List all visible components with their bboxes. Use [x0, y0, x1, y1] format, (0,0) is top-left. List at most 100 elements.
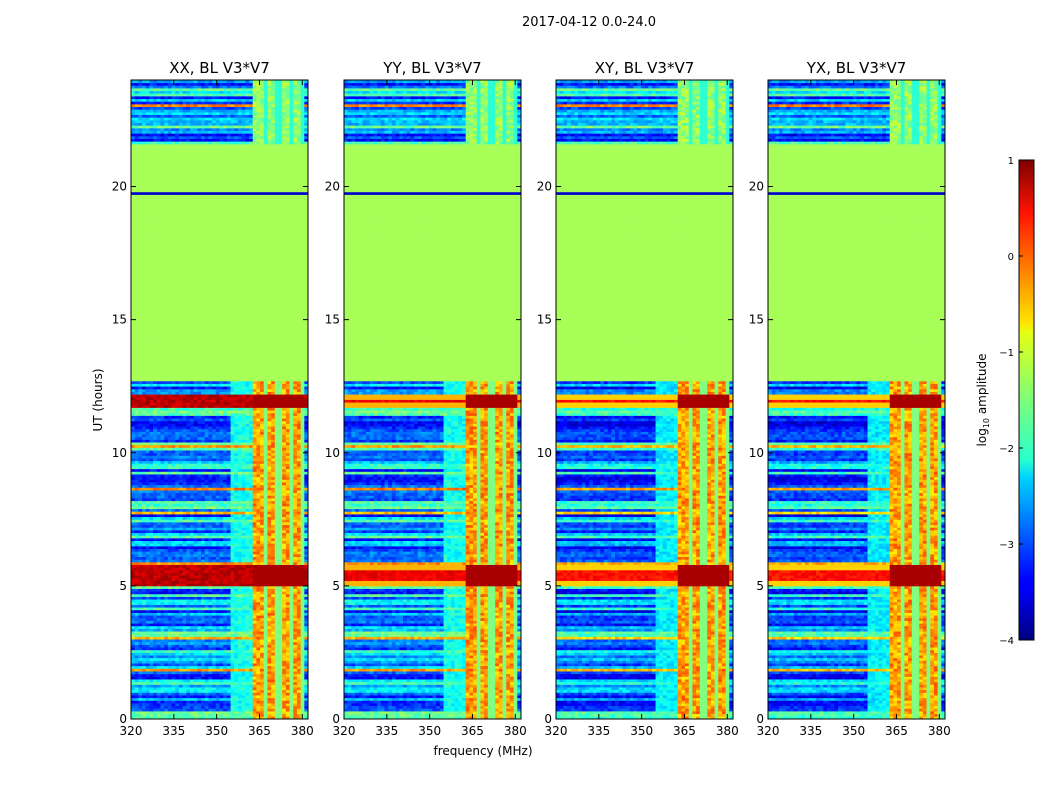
heatmap-cell [204, 695, 209, 699]
heatmap-cell [296, 647, 302, 651]
heatmap-cell [274, 492, 279, 496]
heatmap-cell [282, 705, 287, 709]
heatmap-cell [245, 644, 250, 648]
heatmap-cell [142, 548, 147, 552]
heatmap-cell [149, 567, 154, 571]
heatmap-cell [164, 519, 169, 523]
heatmap-cell [282, 591, 287, 595]
heatmap-cell [241, 663, 246, 667]
heatmap-cell [278, 583, 283, 587]
heatmap-cell [223, 644, 228, 648]
heatmap-cell [171, 615, 176, 619]
heatmap-cell [134, 695, 139, 699]
heatmap-cell [193, 684, 198, 688]
heatmap-cell [226, 500, 231, 504]
heatmap-cell [178, 490, 184, 494]
heatmap-cell [226, 625, 231, 629]
heatmap-cell [249, 711, 254, 715]
heatmap-cell [260, 527, 265, 531]
heatmap-cell [201, 665, 206, 669]
heatmap-cell [197, 681, 202, 685]
heatmap-cell [145, 495, 150, 499]
heatmap-cell [193, 447, 198, 451]
heatmap-cell [138, 455, 143, 459]
heatmap-cell [274, 665, 279, 669]
heatmap-cell [241, 487, 246, 491]
heatmap-cell [178, 679, 184, 683]
heatmap-cell [156, 498, 161, 502]
heatmap-cell [252, 535, 257, 539]
heatmap-cell [249, 673, 254, 677]
heatmap-cell [215, 482, 220, 486]
heatmap-cell [197, 447, 202, 451]
heatmap-cell [256, 535, 261, 539]
heatmap-cell [300, 671, 305, 675]
heatmap-cell [237, 636, 243, 640]
heatmap-cell [223, 620, 228, 624]
heatmap-cell [156, 591, 161, 595]
heatmap-cell [208, 572, 213, 576]
heatmap-cell [274, 540, 279, 544]
heatmap-cell [293, 503, 298, 507]
heatmap-cell [156, 521, 161, 526]
heatmap-cell [197, 617, 202, 621]
heatmap-cell [293, 548, 298, 552]
heatmap-cell [190, 532, 195, 536]
heatmap-cell [138, 609, 143, 613]
heatmap-cell [153, 580, 158, 584]
heatmap-cell [260, 567, 265, 571]
heatmap-cell [186, 487, 191, 491]
heatmap-cell [186, 703, 191, 707]
heatmap-cell [138, 543, 143, 547]
heatmap-cell [142, 482, 147, 486]
heatmap-cell [212, 450, 217, 454]
heatmap-cell [300, 487, 305, 491]
heatmap-cell [285, 601, 290, 605]
heatmap-cell [234, 577, 239, 581]
heatmap-cell [201, 500, 206, 504]
heatmap-cell [190, 458, 195, 462]
heatmap-cell [241, 561, 246, 565]
heatmap-cell [197, 575, 202, 579]
heatmap-cell [260, 623, 265, 627]
heatmap-cell [226, 681, 231, 685]
heatmap-cell [267, 695, 272, 699]
heatmap-cell [226, 684, 231, 688]
heatmap-cell [263, 615, 268, 619]
heatmap-cell [186, 631, 191, 635]
heatmap-cell [260, 466, 265, 470]
heatmap-cell [230, 633, 235, 637]
heatmap-cell [149, 575, 154, 579]
heatmap-cell [175, 444, 180, 448]
heatmap-cell [201, 490, 206, 494]
heatmap-cell [223, 513, 228, 518]
heatmap-cell [252, 711, 257, 715]
heatmap-cell [186, 687, 191, 691]
heatmap-cell [145, 556, 150, 560]
heatmap-cell [241, 503, 246, 507]
heatmap-cell [249, 607, 254, 611]
heatmap-cell [182, 615, 187, 619]
heatmap-cell [145, 697, 150, 701]
heatmap-cell [260, 641, 265, 645]
heatmap-cell [131, 617, 136, 621]
heatmap-cell [167, 519, 172, 523]
heatmap-cell [156, 663, 161, 667]
heatmap-cell [204, 599, 209, 603]
heatmap-cell [219, 535, 224, 539]
heatmap-cell [204, 460, 209, 464]
heatmap-cell [223, 511, 228, 515]
heatmap-cell [304, 655, 309, 659]
heatmap-cell [304, 569, 309, 573]
heatmap-cell [230, 636, 235, 640]
heatmap-cell [245, 474, 250, 478]
heatmap-cell [182, 442, 187, 446]
heatmap-cell [190, 452, 195, 456]
heatmap-cell [182, 692, 187, 696]
heatmap-cell [167, 617, 172, 621]
heatmap-cell [249, 532, 254, 536]
heatmap-cell [171, 492, 176, 496]
heatmap-cell [300, 490, 305, 494]
heatmap-cell [175, 556, 180, 560]
heatmap-cell [201, 561, 206, 565]
